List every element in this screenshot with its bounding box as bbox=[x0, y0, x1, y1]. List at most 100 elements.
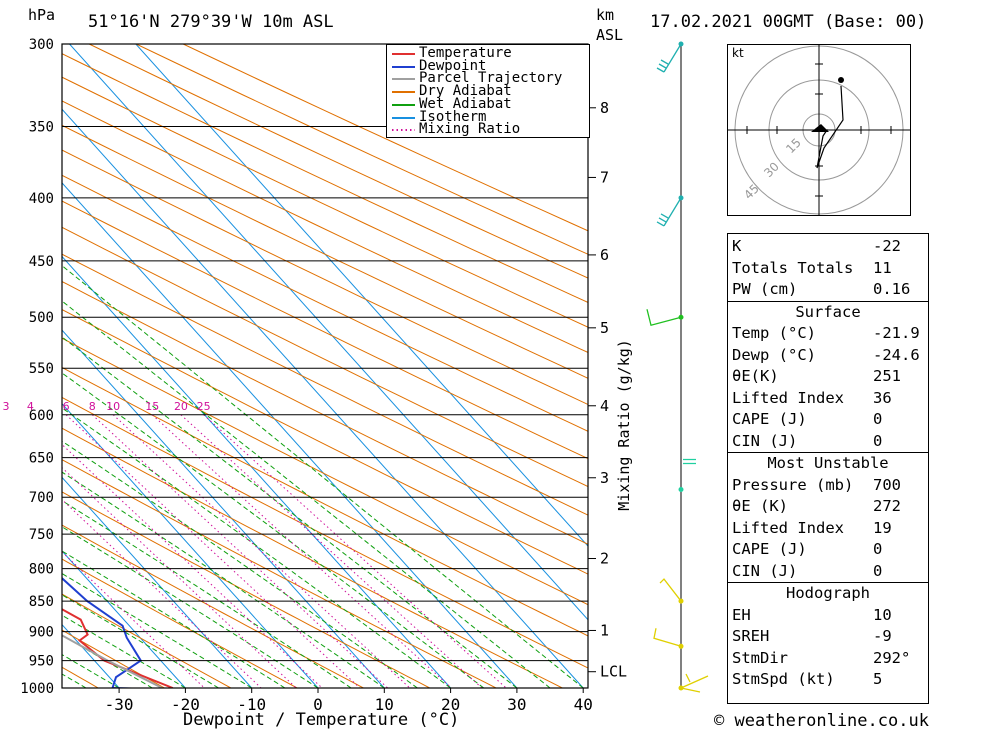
wet-adiabat-line bbox=[62, 265, 584, 688]
legend-swatch bbox=[392, 78, 415, 81]
index-row: K -22 bbox=[732, 237, 901, 255]
legend-item: Isotherm bbox=[387, 108, 587, 125]
most-unstable-table: Most Unstable Pressure (mb) 700 θE (K) 272… bbox=[728, 453, 928, 583]
copyright-footer[interactable]: © weatheronline.co.uk bbox=[714, 711, 929, 731]
indices-table: K -22 Totals Totals 11 PW (cm) 0.16 bbox=[728, 234, 928, 302]
index-row: PW (cm) 0.16 bbox=[732, 280, 911, 298]
x-tick-label: -10 bbox=[237, 695, 266, 714]
hodograph-table-title: Hodograph bbox=[786, 584, 870, 602]
km-label: km bbox=[596, 6, 615, 24]
legend-swatch bbox=[392, 129, 415, 132]
legend-item: Temperature bbox=[387, 45, 587, 61]
mixing-ratio-label: 10 bbox=[106, 400, 120, 413]
wet-adiabat-line bbox=[62, 594, 219, 688]
hodograph-unit: kt bbox=[732, 46, 744, 60]
km-tick-label: 4 bbox=[600, 397, 609, 415]
wet-adiabat-line bbox=[62, 300, 551, 688]
plot-frame bbox=[61, 43, 589, 689]
dry-adiabat-line bbox=[135, 44, 588, 255]
dry-adiabat-line bbox=[62, 524, 364, 688]
pressure-tick-label: 750 bbox=[29, 527, 54, 543]
pressure-tick-label: 650 bbox=[29, 451, 54, 467]
dry-adiabat-line bbox=[62, 629, 165, 688]
isotherm-line bbox=[62, 623, 120, 688]
pressure-tick-label: 400 bbox=[29, 191, 54, 207]
pressure-tick-label: 500 bbox=[29, 310, 54, 326]
dry-adiabat-line bbox=[62, 337, 588, 606]
legend-label: Dry Adiabat bbox=[419, 83, 512, 100]
x-tick-label: -30 bbox=[105, 695, 134, 714]
wind-barb bbox=[656, 43, 682, 73]
pressure-tick-label: 350 bbox=[29, 119, 54, 135]
isotherm-line bbox=[62, 108, 584, 688]
x-tick-label: 20 bbox=[441, 695, 460, 714]
km-tick-label: 2 bbox=[600, 550, 609, 568]
dry-adiabat-line bbox=[62, 558, 298, 688]
hodograph-row: SREH -9 bbox=[732, 627, 892, 645]
pressure-tick-label: 1000 bbox=[20, 681, 54, 697]
hodograph-row: StmSpd (kt) 5 bbox=[732, 670, 883, 688]
legend-label: Parcel Trajectory bbox=[419, 70, 563, 87]
isotherm-line bbox=[62, 403, 319, 688]
wind-barb bbox=[659, 578, 682, 602]
dry-adiabat-line bbox=[62, 366, 588, 637]
dry-adiabat-line bbox=[62, 149, 588, 406]
wet-adiabat-line bbox=[62, 654, 120, 688]
legend-label: Mixing Ratio bbox=[419, 121, 521, 138]
legend-item: Mixing Ratio bbox=[387, 121, 587, 138]
surface-row: Lifted Index 36 bbox=[732, 388, 892, 407]
hodograph: kt 15 30 45 bbox=[727, 44, 911, 216]
surface-row: CIN (J) 0 bbox=[732, 431, 883, 450]
isotherm-line bbox=[62, 476, 253, 688]
hodograph-table: Hodograph EH 10 SREH -9 StmDir 292° StmSpd … bbox=[728, 583, 928, 691]
pressure-tick-label: 850 bbox=[29, 594, 54, 610]
surface-title: Surface bbox=[795, 302, 861, 321]
temperature-line bbox=[62, 608, 174, 688]
mixing-ratio-line bbox=[62, 466, 297, 688]
most-unstable-row: Lifted Index 19 bbox=[732, 518, 892, 537]
indices-panel: K -22 Totals Totals 11 PW (cm) 0.16 Surface… bbox=[727, 233, 929, 704]
legend-label: Temperature bbox=[419, 45, 512, 61]
dry-adiabat-line bbox=[62, 174, 588, 432]
surface-row: Dewp (°C) -24.6 bbox=[732, 345, 920, 364]
dry-adiabat-line bbox=[62, 491, 430, 688]
dry-adiabat-line bbox=[62, 308, 588, 575]
legend-label: Isotherm bbox=[419, 108, 487, 125]
asl-label: ASL bbox=[596, 26, 624, 44]
km-tick-label: 6 bbox=[600, 246, 609, 264]
most-unstable-title: Most Unstable bbox=[767, 454, 889, 472]
most-unstable-row: CIN (J) 0 bbox=[732, 561, 883, 580]
isotherm-line bbox=[135, 44, 588, 547]
surface-row: θE(K) 251 bbox=[732, 367, 901, 385]
dry-adiabat-line bbox=[62, 593, 232, 688]
legend-item: Dewpoint bbox=[387, 59, 587, 73]
pressure-tick-label: 450 bbox=[29, 254, 54, 270]
x-tick-label: 0 bbox=[313, 695, 323, 714]
dry-adiabat-line bbox=[62, 459, 497, 688]
mixing-ratio-line bbox=[180, 414, 483, 688]
most-unstable-row: CAPE (J) 0 bbox=[732, 540, 883, 558]
km-tick-label: 3 bbox=[600, 469, 609, 487]
x-tick-label: 40 bbox=[574, 695, 593, 714]
most-unstable-row: Pressure (mb) 700 bbox=[732, 475, 901, 494]
legend-item: Wet Adiabat bbox=[387, 97, 587, 111]
legend: Temperature Dewpoint Parcel Trajectory Dry … bbox=[386, 44, 590, 138]
wet-adiabat-line bbox=[62, 614, 186, 688]
mixing-ratio-label: 8 bbox=[89, 400, 96, 413]
legend-swatch bbox=[392, 116, 415, 119]
pressure-tick-label: 700 bbox=[29, 490, 54, 506]
legend-item: Parcel Trajectory bbox=[387, 70, 587, 87]
x-tick-label: 10 bbox=[375, 695, 394, 714]
mixing-ratio-line bbox=[203, 414, 507, 688]
wind-barb bbox=[653, 628, 682, 647]
index-row: Totals Totals 11 bbox=[732, 258, 892, 277]
wet-adiabat-line bbox=[62, 526, 319, 688]
mixing-ratio-line bbox=[62, 443, 323, 688]
legend-swatch bbox=[392, 53, 415, 55]
dry-adiabat-line bbox=[62, 100, 588, 354]
mixing-ratio-label: 25 bbox=[197, 400, 211, 413]
dry-adiabat-line bbox=[0, 44, 32, 688]
dry-adiabat-line bbox=[62, 53, 588, 303]
wet-adiabat-line bbox=[62, 336, 518, 688]
mixing-ratio-label: 20 bbox=[174, 400, 188, 413]
